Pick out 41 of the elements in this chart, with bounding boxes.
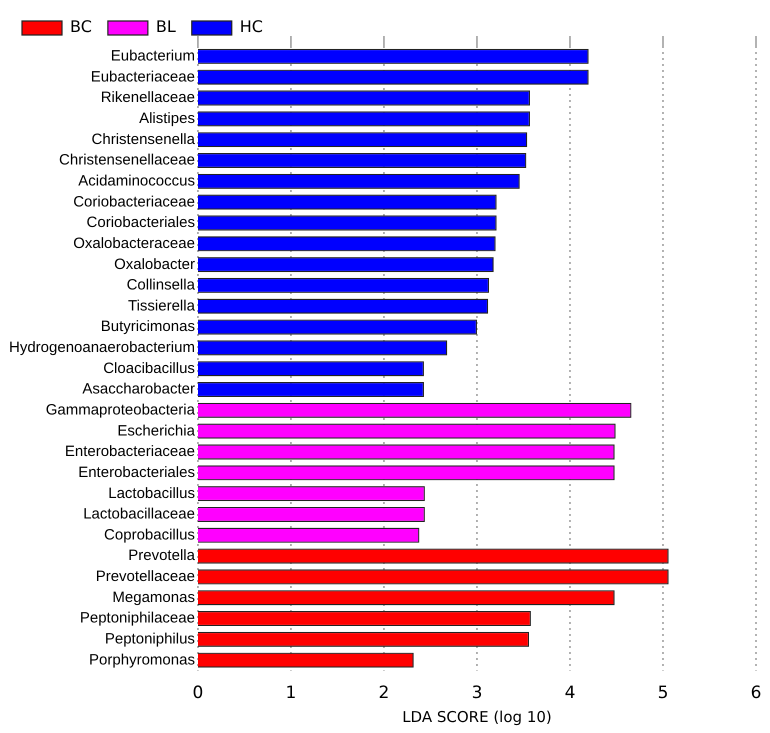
y-tick-label: Christensenella — [92, 130, 196, 148]
x-tick-label: 1 — [286, 683, 296, 704]
x-tick-label: 0 — [192, 683, 204, 704]
x-axis-title: LDA SCORE (log 10) — [402, 708, 552, 726]
x-tick-label: 4 — [564, 683, 576, 704]
y-tick-label: Coriobacteriaceae — [73, 193, 195, 210]
y-tick-label: Peptoniphilaceae — [80, 610, 195, 627]
y-tick-label: Asaccharobacter — [82, 380, 195, 398]
x-tick-label: 6 — [750, 683, 762, 704]
y-tick-label: Cloacibacillus — [103, 360, 195, 377]
x-tick-label: 2 — [378, 683, 390, 704]
y-tick-label: Christensenellaceae — [59, 152, 195, 169]
y-tick-label: Prevotellaceae — [96, 568, 195, 586]
y-tick-label: Collinsella — [126, 276, 196, 294]
y-tick-label: Acidaminococcus — [78, 172, 195, 190]
y-tick-label: Gammaproteobacteria — [46, 401, 196, 418]
y-tick-label: Porphyromonas — [89, 651, 195, 668]
legend-label: BC — [70, 17, 92, 36]
y-tick-label: Lactobacillaceae — [83, 506, 195, 523]
y-tick-label: Escherichia — [117, 422, 196, 440]
y-tick-label: Enterobacteriales — [78, 464, 195, 481]
y-tick-label: Oxalobacter — [114, 256, 195, 273]
y-tick-label: Megamonas — [112, 588, 195, 606]
y-tick-label: Hydrogenoanaerobacterium — [8, 339, 195, 356]
legend-label: BL — [156, 17, 176, 36]
y-tick-label: Oxalobacteraceae — [73, 234, 195, 252]
x-tick-label: 5 — [658, 683, 668, 704]
y-tick-label: Coriobacteriales — [86, 214, 195, 232]
y-tick-label: Enterobacteriaceae — [64, 443, 195, 460]
y-tick-label: Tissierella — [128, 297, 196, 314]
y-tick-label: Alistipes — [139, 110, 195, 128]
y-tick-label: Lactobacillus — [108, 484, 195, 502]
y-tick-label: Coprobacillus — [104, 526, 195, 544]
x-tick-label: 3 — [472, 683, 482, 704]
y-tick-label: Eubacterium — [110, 48, 195, 65]
y-tick-label: Eubacteriaceae — [90, 68, 195, 86]
y-tick-label: Rikenellaceae — [100, 89, 195, 106]
legend-label: HC — [240, 17, 263, 36]
y-tick-label: Prevotella — [128, 547, 196, 564]
y-tick-label: Butyricimonas — [100, 318, 195, 336]
y-tick-label: Peptoniphilus — [104, 630, 195, 648]
